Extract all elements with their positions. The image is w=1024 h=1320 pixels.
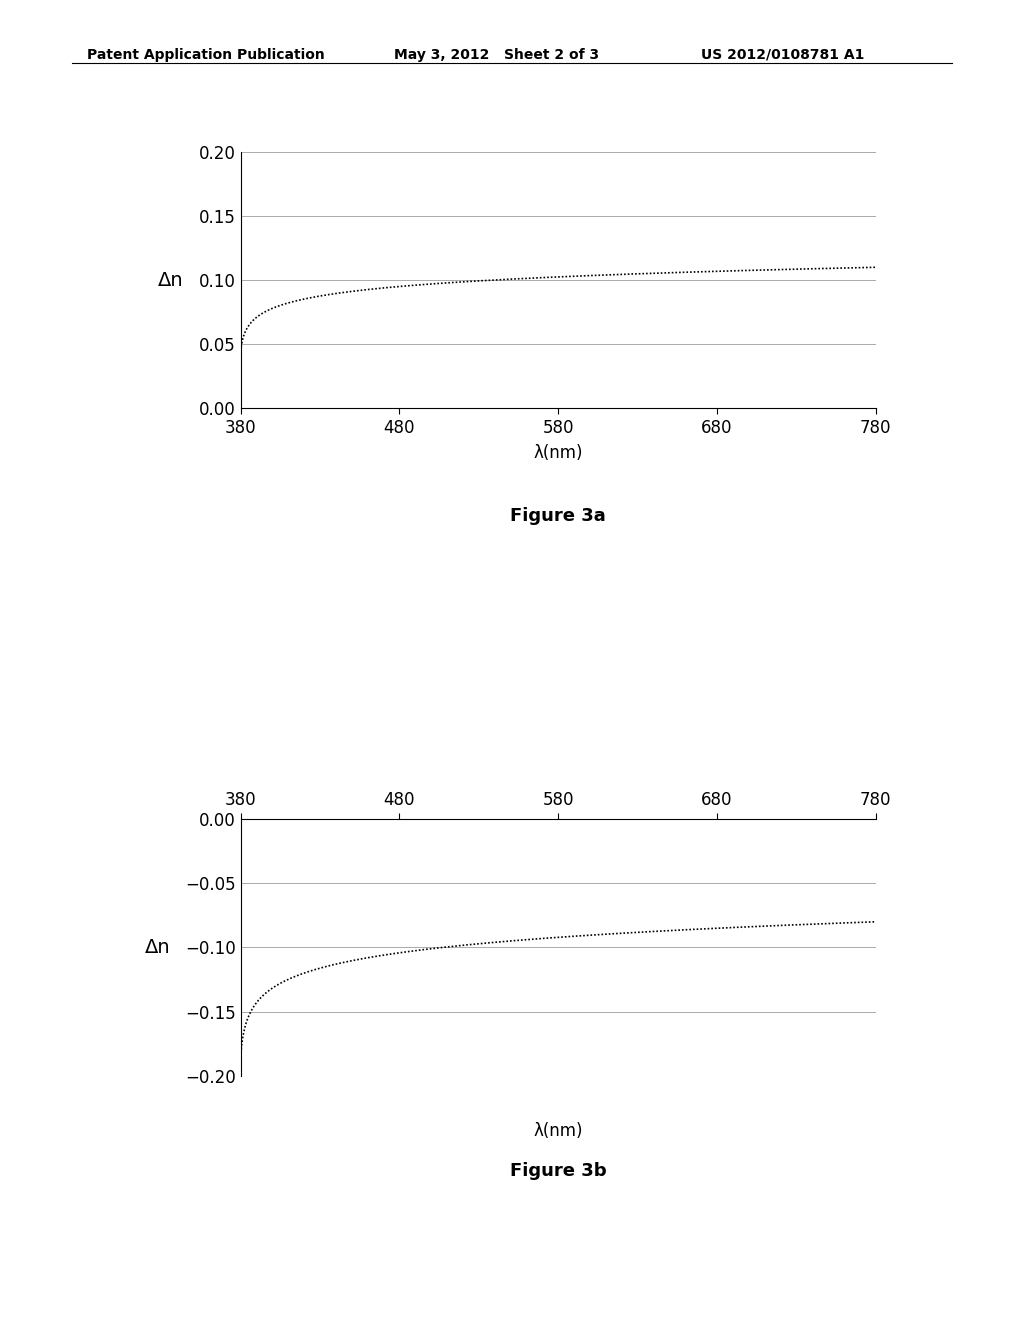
Y-axis label: Δn: Δn [144, 939, 170, 957]
Y-axis label: Δn: Δn [159, 271, 184, 289]
X-axis label: λ(nm): λ(nm) [534, 444, 583, 462]
Text: λ(nm): λ(nm) [534, 1122, 583, 1140]
Text: US 2012/0108781 A1: US 2012/0108781 A1 [701, 48, 865, 62]
Text: May 3, 2012   Sheet 2 of 3: May 3, 2012 Sheet 2 of 3 [394, 48, 599, 62]
Text: Figure 3a: Figure 3a [510, 507, 606, 525]
Text: Figure 3b: Figure 3b [510, 1162, 606, 1180]
Text: Patent Application Publication: Patent Application Publication [87, 48, 325, 62]
